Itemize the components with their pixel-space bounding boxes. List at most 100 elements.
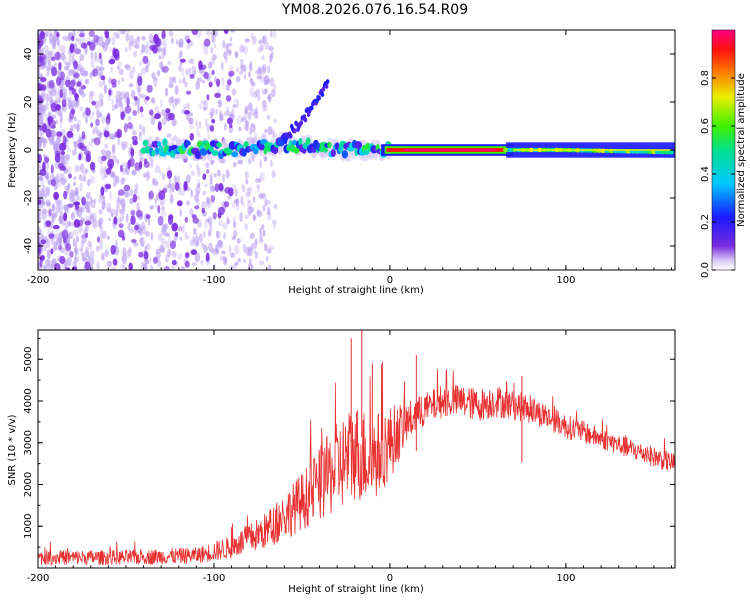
- noise-point: [193, 228, 196, 235]
- noise-point: [127, 248, 133, 257]
- noise-point: [116, 217, 121, 226]
- noise-point: [252, 91, 258, 99]
- noise-point: [225, 84, 231, 92]
- noise-blob: [93, 34, 99, 43]
- noise-point: [167, 248, 172, 258]
- noise-point: [51, 239, 55, 245]
- noise-blob: [128, 262, 133, 270]
- noise-point: [149, 39, 155, 44]
- branch-blob: [288, 133, 293, 139]
- noise-point: [81, 177, 86, 183]
- noise-point: [90, 51, 94, 60]
- noise-point: [183, 104, 188, 109]
- noise-point: [110, 66, 113, 73]
- noise-point: [64, 65, 69, 71]
- noise-point: [242, 201, 245, 208]
- noise-point: [217, 169, 221, 177]
- noise-point: [227, 171, 231, 177]
- noise-point: [179, 182, 182, 193]
- noise-point: [50, 212, 56, 222]
- noise-blob: [184, 260, 190, 268]
- noise-point: [44, 138, 48, 144]
- noise-point: [200, 260, 204, 266]
- line-blob: [330, 149, 336, 157]
- noise-point: [132, 50, 138, 58]
- noise-point: [115, 90, 121, 100]
- noise-point: [188, 163, 193, 168]
- noise-point: [258, 39, 263, 45]
- noise-point: [118, 68, 124, 76]
- noise-point: [261, 55, 265, 61]
- noise-point: [181, 266, 184, 270]
- noise-point: [56, 37, 60, 47]
- noise-point: [233, 162, 237, 168]
- y-tick-label: 5000: [23, 347, 34, 372]
- noise-blob: [226, 117, 233, 125]
- noise-point: [245, 179, 249, 185]
- noise-point: [270, 30, 273, 38]
- noise-point: [234, 50, 239, 59]
- noise-blob: [73, 201, 81, 206]
- noise-point: [188, 117, 193, 125]
- noise-point: [136, 202, 140, 212]
- y-tick-label: -20: [23, 190, 34, 206]
- noise-point: [111, 36, 116, 46]
- noise-point: [101, 40, 105, 49]
- noise-point: [229, 49, 232, 55]
- noise-point: [67, 182, 71, 190]
- y-tick-label: 4000: [23, 388, 34, 413]
- colorbar-gradient: [711, 29, 736, 271]
- noise-blob: [161, 65, 169, 73]
- noise-blob: [123, 184, 131, 192]
- noise-blob: [51, 66, 57, 77]
- noise-point: [55, 237, 61, 246]
- noise-point: [201, 79, 206, 84]
- noise-point: [244, 38, 250, 43]
- colorbar-tick-label: 0.6: [700, 118, 711, 134]
- noise-point: [152, 177, 155, 186]
- noise-point: [79, 182, 83, 192]
- noise-blob: [54, 51, 61, 61]
- noise-point: [270, 159, 273, 167]
- noise-point: [221, 76, 225, 87]
- noise-point: [224, 122, 227, 131]
- noise-point: [122, 141, 127, 150]
- line-blob: [231, 151, 239, 158]
- noise-blob: [126, 97, 130, 108]
- noise-point: [248, 102, 253, 111]
- noise-point: [58, 215, 64, 225]
- noise-point: [223, 111, 227, 116]
- branch-blob: [310, 105, 314, 111]
- noise-point: [198, 233, 203, 243]
- noise-point: [257, 66, 262, 72]
- noise-point: [206, 199, 212, 208]
- noise-point: [167, 234, 171, 243]
- noise-point: [43, 264, 48, 270]
- noise-point: [250, 122, 254, 128]
- noise-blob: [131, 135, 138, 141]
- noise-blob: [45, 128, 52, 138]
- noise-point: [72, 260, 76, 268]
- noise-blob: [191, 30, 199, 36]
- noise-point: [103, 165, 107, 173]
- line-blob: [208, 145, 214, 153]
- noise-blob: [103, 30, 109, 35]
- noise-blob: [130, 147, 135, 158]
- noise-point: [273, 30, 277, 40]
- noise-point: [70, 99, 76, 108]
- noise-blob: [168, 214, 174, 220]
- noise-point: [89, 214, 95, 223]
- noise-point: [244, 223, 249, 231]
- noise-point: [46, 175, 51, 184]
- line-blob: [199, 148, 208, 156]
- noise-point: [164, 87, 169, 97]
- noise-point: [163, 231, 168, 237]
- noise-point: [153, 97, 156, 106]
- noise-point: [109, 190, 113, 201]
- noise-point: [195, 185, 201, 195]
- noise-blob: [145, 214, 151, 220]
- noise-blob: [60, 150, 65, 156]
- noise-blob: [161, 30, 166, 39]
- noise-point: [168, 30, 174, 37]
